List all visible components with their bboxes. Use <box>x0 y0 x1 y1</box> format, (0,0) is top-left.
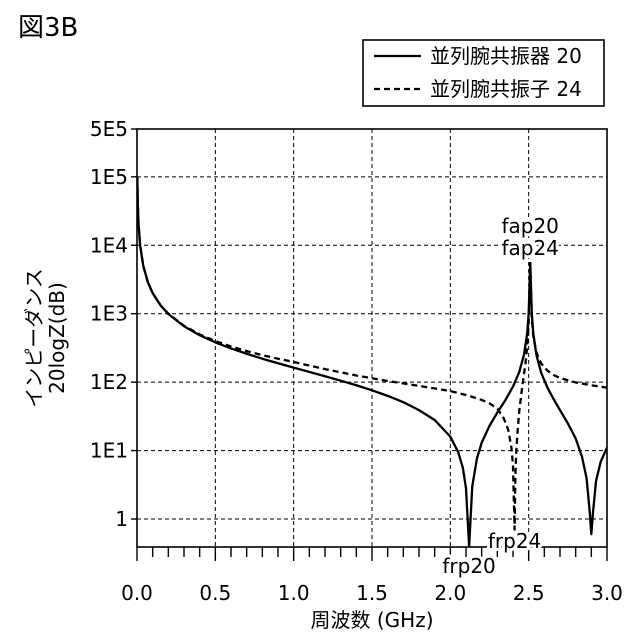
x-tick-label: 0.5 <box>199 581 231 605</box>
figure-label: 図3B <box>18 13 78 43</box>
y-axis-title: インピーダンス <box>22 268 46 408</box>
y-tick-label: 1E2 <box>90 370 128 394</box>
x-tick-label: 3.0 <box>591 581 623 605</box>
x-tick-label: 0.0 <box>121 581 153 605</box>
legend: 並列腕共振器 20 並列腕共振子 24 <box>363 40 604 106</box>
legend-label-series-1: 並列腕共振子 24 <box>430 77 582 101</box>
x-tick-label: 1.5 <box>356 581 388 605</box>
annotation-fap24: fap24 <box>501 236 558 260</box>
y-tick-label: 5E5 <box>90 117 128 141</box>
annotation-fap20: fap20 <box>501 214 558 238</box>
x-tick-label: 2.0 <box>434 581 466 605</box>
legend-label-series-0: 並列腕共振器 20 <box>430 44 582 68</box>
y-axis-title-line-2: 20logZ(dB) <box>45 282 69 394</box>
x-axis-tick-labels: 0.0 0.5 1.0 1.5 2.0 2.5 3.0 <box>121 581 623 605</box>
x-axis-title: 周波数 (GHz) <box>311 608 434 632</box>
y-tick-label: 1 <box>115 507 128 531</box>
x-tick-label: 1.0 <box>278 581 310 605</box>
y-tick-label: 1E4 <box>90 233 128 257</box>
y-axis-tick-labels: 5E5 1E5 1E4 1E3 1E2 1E1 1 <box>90 117 128 531</box>
x-tick-label: 2.5 <box>513 581 545 605</box>
y-tick-label: 1E1 <box>90 439 128 463</box>
annotation-frp20: frp20 <box>442 554 495 578</box>
y-tick-label: 1E5 <box>90 165 128 189</box>
annotation-frp24: frp24 <box>488 529 541 553</box>
y-axis-title-line-1: インピーダンス <box>22 268 46 408</box>
y-axis-ticks <box>131 129 137 519</box>
y-axis-title-2: 20logZ(dB) <box>45 282 69 394</box>
y-tick-label: 1E3 <box>90 302 128 326</box>
